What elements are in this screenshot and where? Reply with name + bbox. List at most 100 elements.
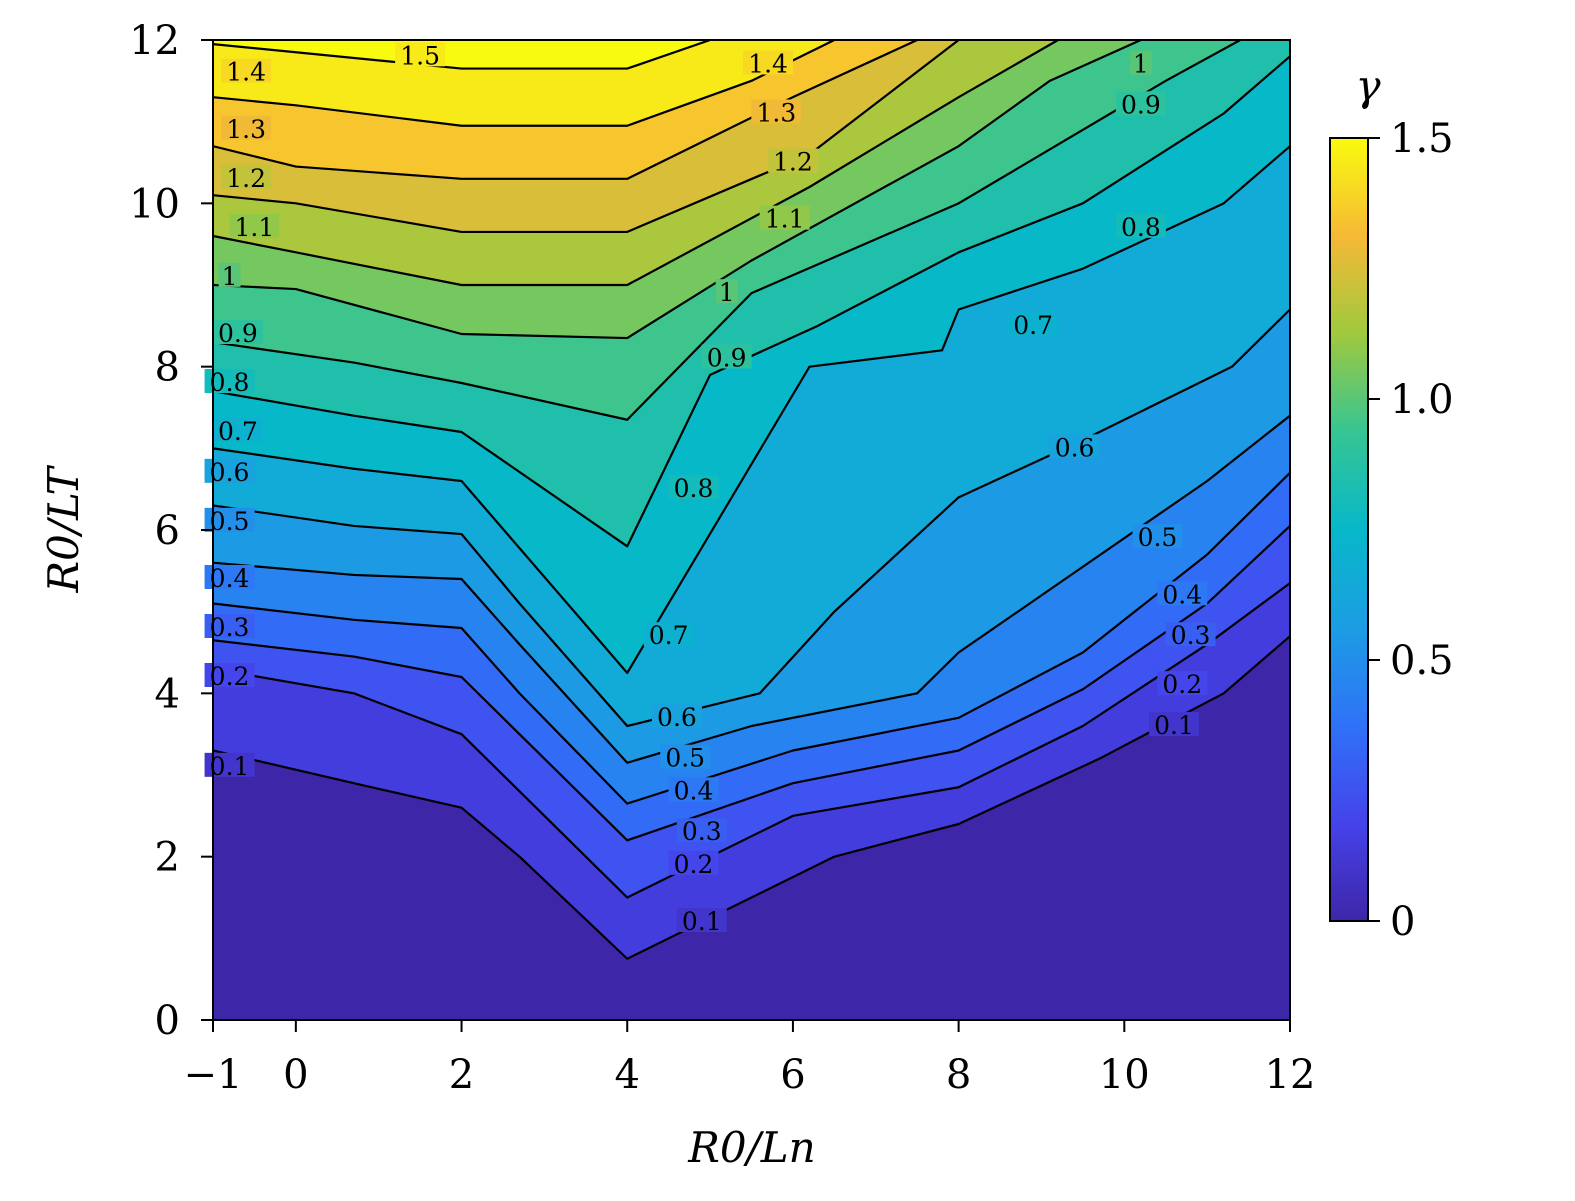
- contour-label: 0.9: [1121, 90, 1161, 119]
- colorbar-tick-label: 0.5: [1390, 638, 1454, 684]
- contour-label: 0.1: [210, 752, 250, 781]
- contour-label-gap: [221, 58, 272, 83]
- contour-label: 1: [719, 278, 735, 307]
- colorbar-gradient: [1329, 137, 1369, 922]
- contour-line: [213, 472, 1290, 805]
- contour-label-gap: [676, 908, 727, 932]
- contour-label-gap: [1165, 622, 1216, 647]
- colorbar-tick-label: 0: [1390, 899, 1415, 945]
- contour-label: 0.9: [707, 344, 747, 373]
- contour-label-gap: [668, 475, 719, 500]
- colorbar: γ 0 0.5 1.0 1.5: [1329, 61, 1454, 945]
- y-tick-label: 8: [155, 345, 180, 391]
- contour-label-gap: [743, 50, 794, 75]
- contour-label: 0.5: [210, 507, 250, 536]
- contour-label-gap: [212, 320, 263, 344]
- x-tick-label: 10: [1099, 1052, 1150, 1098]
- contour-label-gap: [676, 818, 727, 843]
- contour-label-gap: [767, 148, 818, 173]
- contour-label-gap: [660, 744, 711, 769]
- contour-label: 0.7: [1013, 311, 1053, 340]
- contour-label: 1.1: [765, 205, 805, 234]
- contour-label: 0.1: [1154, 711, 1194, 740]
- contour-line: [213, 525, 1290, 842]
- y-tick-label: 6: [155, 508, 180, 554]
- contour-label-gap: [221, 115, 272, 140]
- contour-label-gap: [715, 279, 738, 304]
- contour-label: 0.8: [1121, 213, 1161, 242]
- contour-label-gap: [668, 777, 719, 802]
- contour-line: [213, 40, 960, 234]
- contour-line: [213, 40, 918, 180]
- contour-label-gap: [1149, 712, 1200, 736]
- x-tick-label: −1: [184, 1052, 243, 1098]
- contour-label-gap: [1115, 91, 1166, 116]
- contour-label-gap: [395, 42, 446, 67]
- colorbar-tick-label: 1.5: [1390, 116, 1454, 162]
- contour-label-gap: [1157, 581, 1208, 606]
- x-tick-label: 0: [283, 1052, 308, 1098]
- contour-label: 0.4: [674, 776, 714, 805]
- colorbar-ticks: 0 0.5 1.0 1.5: [1368, 116, 1454, 945]
- contour-label-gap: [1115, 213, 1166, 238]
- contour-label: 0.3: [210, 613, 250, 642]
- contour-label: 0.5: [1138, 523, 1178, 552]
- y-tick-label: 12: [129, 18, 180, 64]
- contour-label-gap: [759, 205, 810, 230]
- y-axis-label: R0/LT: [39, 465, 88, 594]
- contour-line: [213, 40, 711, 70]
- contour-label: 0.4: [210, 564, 250, 593]
- y-tick-label: 0: [155, 998, 180, 1044]
- contour-label: 1.2: [773, 148, 813, 177]
- contour-label-gap: [643, 622, 694, 647]
- contour-label-gap: [229, 213, 280, 238]
- contour-label-gap: [212, 418, 263, 442]
- x-tick-label: 12: [1265, 1052, 1316, 1098]
- x-axis: −1 0 2 4 6 8 10 12: [184, 1020, 1316, 1098]
- contour-label-gap: [1129, 50, 1152, 75]
- contour-label: 0.9: [218, 319, 258, 348]
- contour-label: 1: [1133, 50, 1149, 79]
- contour-label: 1.4: [226, 58, 266, 87]
- contour-label-gap: [701, 344, 752, 369]
- x-tick-label: 8: [946, 1052, 971, 1098]
- contour-label: 0.2: [1162, 670, 1202, 699]
- x-tick-label: 6: [780, 1052, 805, 1098]
- contour-label: 0.1: [682, 907, 722, 936]
- contour-label: 0.6: [657, 703, 697, 732]
- contour-label: 0.4: [1162, 580, 1202, 609]
- contour-label: 1: [222, 262, 238, 291]
- contour-line: [213, 40, 1059, 287]
- contour-label-gap: [1157, 671, 1208, 696]
- contour-label: 0.7: [649, 621, 689, 650]
- contour-line: [213, 55, 1290, 548]
- y-tick-label: 4: [155, 671, 180, 717]
- contour-label-gap: [221, 164, 272, 189]
- x-axis-label: R0/Ln: [687, 1123, 815, 1172]
- contour-label: 0.3: [682, 817, 722, 846]
- colorbar-title: γ: [1355, 61, 1381, 110]
- contour-line: [213, 40, 1142, 340]
- contour-label: 1.5: [400, 41, 440, 70]
- contour-label: 0.2: [674, 850, 714, 879]
- contour-label: 1.4: [748, 50, 788, 79]
- colorbar-tick-label: 1.0: [1390, 377, 1454, 423]
- contour-label: 0.3: [1171, 621, 1211, 650]
- contour-line: [213, 414, 1290, 764]
- contour-line: [213, 308, 1290, 728]
- y-axis: 0 2 4 6 8 10 12: [129, 18, 213, 1044]
- contour-band: [213, 40, 1290, 69]
- contour-label: 0.6: [1055, 433, 1095, 462]
- contour-label: 1.2: [226, 164, 266, 193]
- contour-label-gap: [218, 262, 241, 287]
- contour-label: 0.8: [210, 368, 250, 397]
- contour-label: 0.2: [210, 662, 250, 691]
- contour-label-gap: [651, 703, 702, 728]
- contour-label-gap: [1049, 434, 1100, 459]
- contour-label: 0.8: [674, 474, 714, 503]
- y-tick-label: 10: [129, 181, 180, 227]
- contour-label-gap: [1008, 311, 1059, 336]
- contour-label: 0.6: [210, 458, 250, 487]
- contour-label-gap: [1132, 524, 1183, 549]
